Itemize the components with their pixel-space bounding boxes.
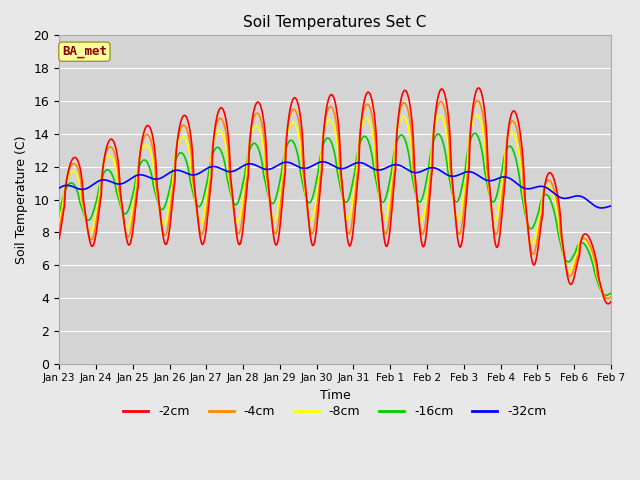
Text: BA_met: BA_met — [62, 45, 107, 58]
Legend: -2cm, -4cm, -8cm, -16cm, -32cm: -2cm, -4cm, -8cm, -16cm, -32cm — [118, 400, 552, 423]
Y-axis label: Soil Temperature (C): Soil Temperature (C) — [15, 135, 28, 264]
X-axis label: Time: Time — [319, 389, 351, 402]
Title: Soil Temperatures Set C: Soil Temperatures Set C — [243, 15, 427, 30]
